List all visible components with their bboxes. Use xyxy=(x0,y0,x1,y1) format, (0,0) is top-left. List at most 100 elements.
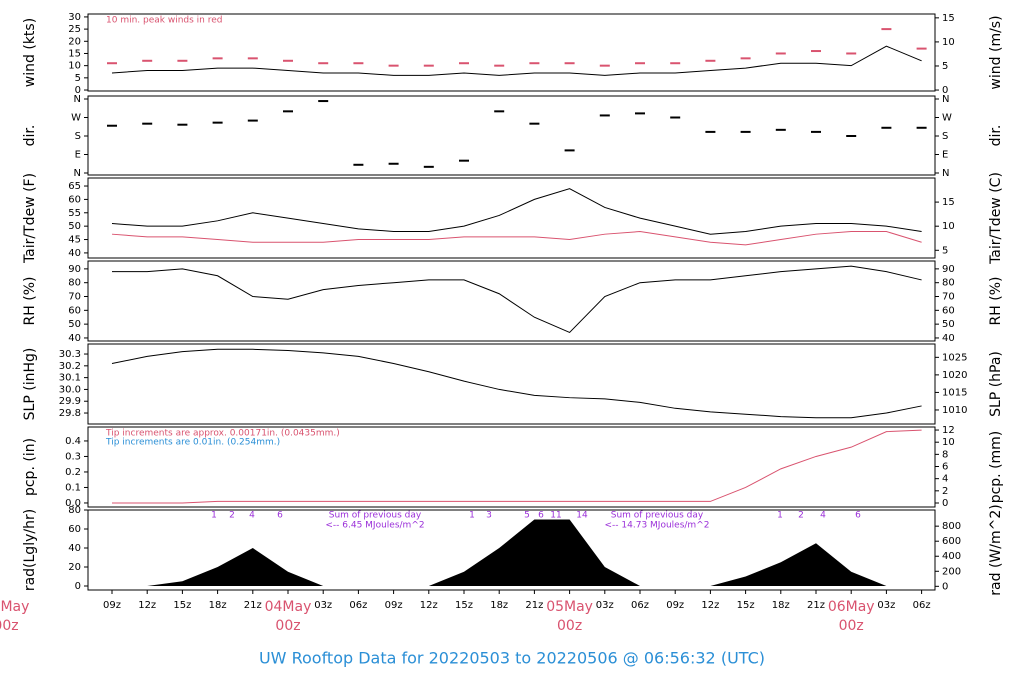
y2-axis-label: Tair/Tdew (C) xyxy=(988,172,1004,265)
y-axis-label: wind (kts) xyxy=(22,18,38,87)
y2-tick-label: 80 xyxy=(942,278,955,289)
y2-axis-label: RH (%) xyxy=(988,277,1004,326)
x-tick-label: 12z xyxy=(138,600,156,611)
y2-tick-label: 1020 xyxy=(942,370,967,381)
x-tick-label: 15z xyxy=(455,600,473,611)
y-tick-label: 50 xyxy=(68,319,81,330)
y-tick-label: 0 xyxy=(75,85,81,96)
x-tick-label: 15z xyxy=(737,600,755,611)
hour-mark: 6 xyxy=(277,511,283,521)
x-tick-label: 21z xyxy=(244,600,262,611)
y-tick-label: 10 xyxy=(68,61,81,72)
hour-mark: 1 xyxy=(469,511,475,521)
y-axis-label: pcp. (in) xyxy=(22,438,38,496)
hour-mark: 1 xyxy=(777,511,783,521)
line xyxy=(111,45,922,76)
y2-tick-label: 50 xyxy=(942,319,955,330)
y-tick-label: 0.4 xyxy=(65,436,81,447)
x-tick-label: 06z xyxy=(631,600,649,611)
x-tick-label: 18z xyxy=(490,600,508,611)
y2-tick-label: N xyxy=(942,94,949,105)
y2-tick-label: 10 xyxy=(942,221,955,232)
y-tick-label: 45 xyxy=(68,235,81,246)
line xyxy=(111,231,922,246)
y2-tick-label: 15 xyxy=(942,197,955,208)
y-tick-label: 30.1 xyxy=(59,373,81,384)
day-time-label: 00z xyxy=(0,618,19,634)
y2-axis-label: SLP (hPa) xyxy=(988,351,1004,417)
panel-frame xyxy=(87,509,936,591)
y2-tick-label: S xyxy=(942,131,948,142)
y2-tick-label: 5 xyxy=(942,61,948,72)
hour-mark: 6 xyxy=(855,511,861,521)
y-axis-label: dir. xyxy=(22,125,38,147)
y-axis-label: Tair/Tdew (F) xyxy=(22,173,38,264)
y2-tick-label: 0 xyxy=(942,498,948,509)
x-tick-label: 06z xyxy=(913,600,931,611)
x-tick-label: 21z xyxy=(807,600,825,611)
y2-tick-label: 10 xyxy=(942,37,955,48)
x-tick-label: 18z xyxy=(209,600,227,611)
area xyxy=(112,519,922,587)
x-tick-label: 18z xyxy=(772,600,790,611)
y2-axis-label: dir. xyxy=(988,125,1004,147)
y2-tick-label: 90 xyxy=(942,264,955,275)
y2-tick-label: 1015 xyxy=(942,387,967,398)
y2-tick-label: 600 xyxy=(942,536,961,547)
x-tick-label: 09z xyxy=(666,600,684,611)
y2-tick-label: 6 xyxy=(942,462,948,473)
annotation: 10 min. peak winds in red xyxy=(106,16,223,26)
y-tick-label: 30.0 xyxy=(59,384,81,395)
x-tick-label: 06z xyxy=(349,600,367,611)
y2-tick-label: 70 xyxy=(942,292,955,303)
line xyxy=(112,429,922,504)
sum-head: Sum of previous day xyxy=(611,511,704,521)
hour-mark: 4 xyxy=(820,511,826,521)
x-tick-label: 12z xyxy=(420,600,438,611)
y-tick-label: 29.8 xyxy=(59,408,81,419)
hour-mark: 3 xyxy=(486,511,492,521)
y-tick-label: 80 xyxy=(68,278,81,289)
y2-tick-label: 8 xyxy=(942,449,948,460)
y2-axis-label: wind (m/s) xyxy=(988,15,1004,89)
y2-tick-label: 1025 xyxy=(942,352,967,363)
x-tick-label: 03z xyxy=(596,600,614,611)
y2-tick-label: 4 xyxy=(942,474,948,485)
y2-tick-label: 40 xyxy=(942,333,955,344)
y-tick-label: 30.3 xyxy=(59,349,81,360)
y2-tick-label: 12 xyxy=(942,425,955,436)
hour-mark: 5 xyxy=(524,511,530,521)
x-tick-label: 09z xyxy=(385,600,403,611)
y-tick-label: 80 xyxy=(68,505,81,516)
line xyxy=(111,348,922,419)
y-tick-label: 40 xyxy=(68,333,81,344)
y-axis-label: rad(Lgly/hr) xyxy=(22,509,38,591)
y2-tick-label: E xyxy=(942,150,948,161)
line xyxy=(112,265,922,334)
day-label: 04May xyxy=(265,599,312,615)
y-tick-label: N xyxy=(74,168,81,179)
x-tick-label: 15z xyxy=(173,600,191,611)
day-time-label: 00z xyxy=(839,618,864,634)
y-tick-label: 55 xyxy=(68,208,81,219)
y2-tick-label: W xyxy=(942,113,952,124)
annotation: Tip increments are approx. 0.00171in. (0… xyxy=(105,429,340,439)
y2-tick-label: 200 xyxy=(942,566,961,577)
y2-tick-label: N xyxy=(942,168,949,179)
hour-mark: 1 xyxy=(211,511,217,521)
panel-frame xyxy=(87,260,936,342)
y2-tick-label: 0 xyxy=(942,85,948,96)
y2-tick-label: 60 xyxy=(942,305,955,316)
sum-text: <-- 6.45 MJoules/m^2 xyxy=(325,521,424,531)
panel-frame xyxy=(87,13,936,92)
y-tick-label: 25 xyxy=(68,24,81,35)
y-tick-label: 0 xyxy=(75,581,81,592)
y-tick-label: 50 xyxy=(68,221,81,232)
y-tick-label: 30.2 xyxy=(59,361,81,372)
y-tick-label: 0.0 xyxy=(65,498,81,509)
x-tick-label: 03z xyxy=(314,600,332,611)
hour-mark: 14 xyxy=(576,511,588,521)
y-tick-label: 60 xyxy=(68,305,81,316)
y-tick-label: 60 xyxy=(68,194,81,205)
